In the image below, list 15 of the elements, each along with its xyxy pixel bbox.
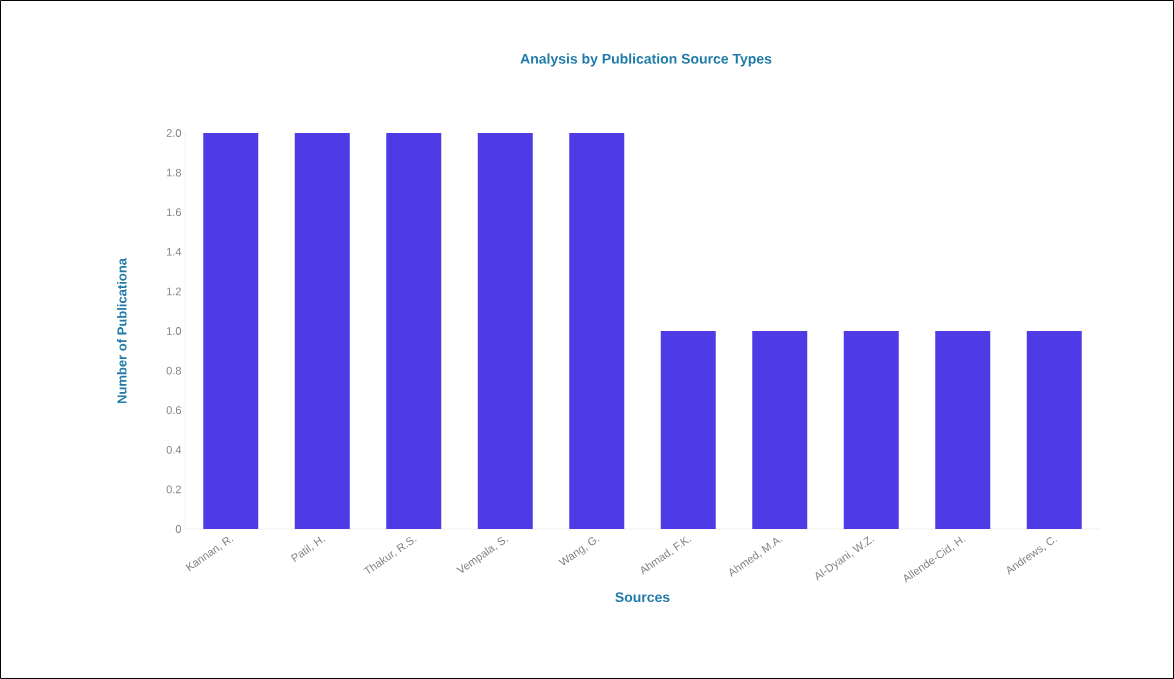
x-axis-title: Sources	[615, 592, 670, 603]
y-tick-label: 0	[175, 525, 182, 533]
chart-title: Analysis by Publication Source Types	[520, 53, 772, 67]
x-tick-label: Patil, H.	[290, 536, 326, 563]
y-tick-label: 2.0	[166, 129, 182, 137]
y-tick-label: 0.2	[166, 485, 181, 494]
y-tick-label: 0.8	[166, 366, 181, 375]
y-tick-label: 0.4	[166, 445, 182, 454]
y-tick-label: 1.0	[167, 327, 182, 335]
y-tick-label: 1.2	[167, 287, 181, 296]
y-tick-label: 1.8	[167, 168, 181, 177]
y-axis-title: Number of Publicationa	[117, 257, 127, 404]
y-tick-label: 1.4	[167, 248, 182, 256]
y-tick-label: 0.6	[166, 406, 181, 415]
y-tick-label: 1.6	[167, 208, 181, 217]
